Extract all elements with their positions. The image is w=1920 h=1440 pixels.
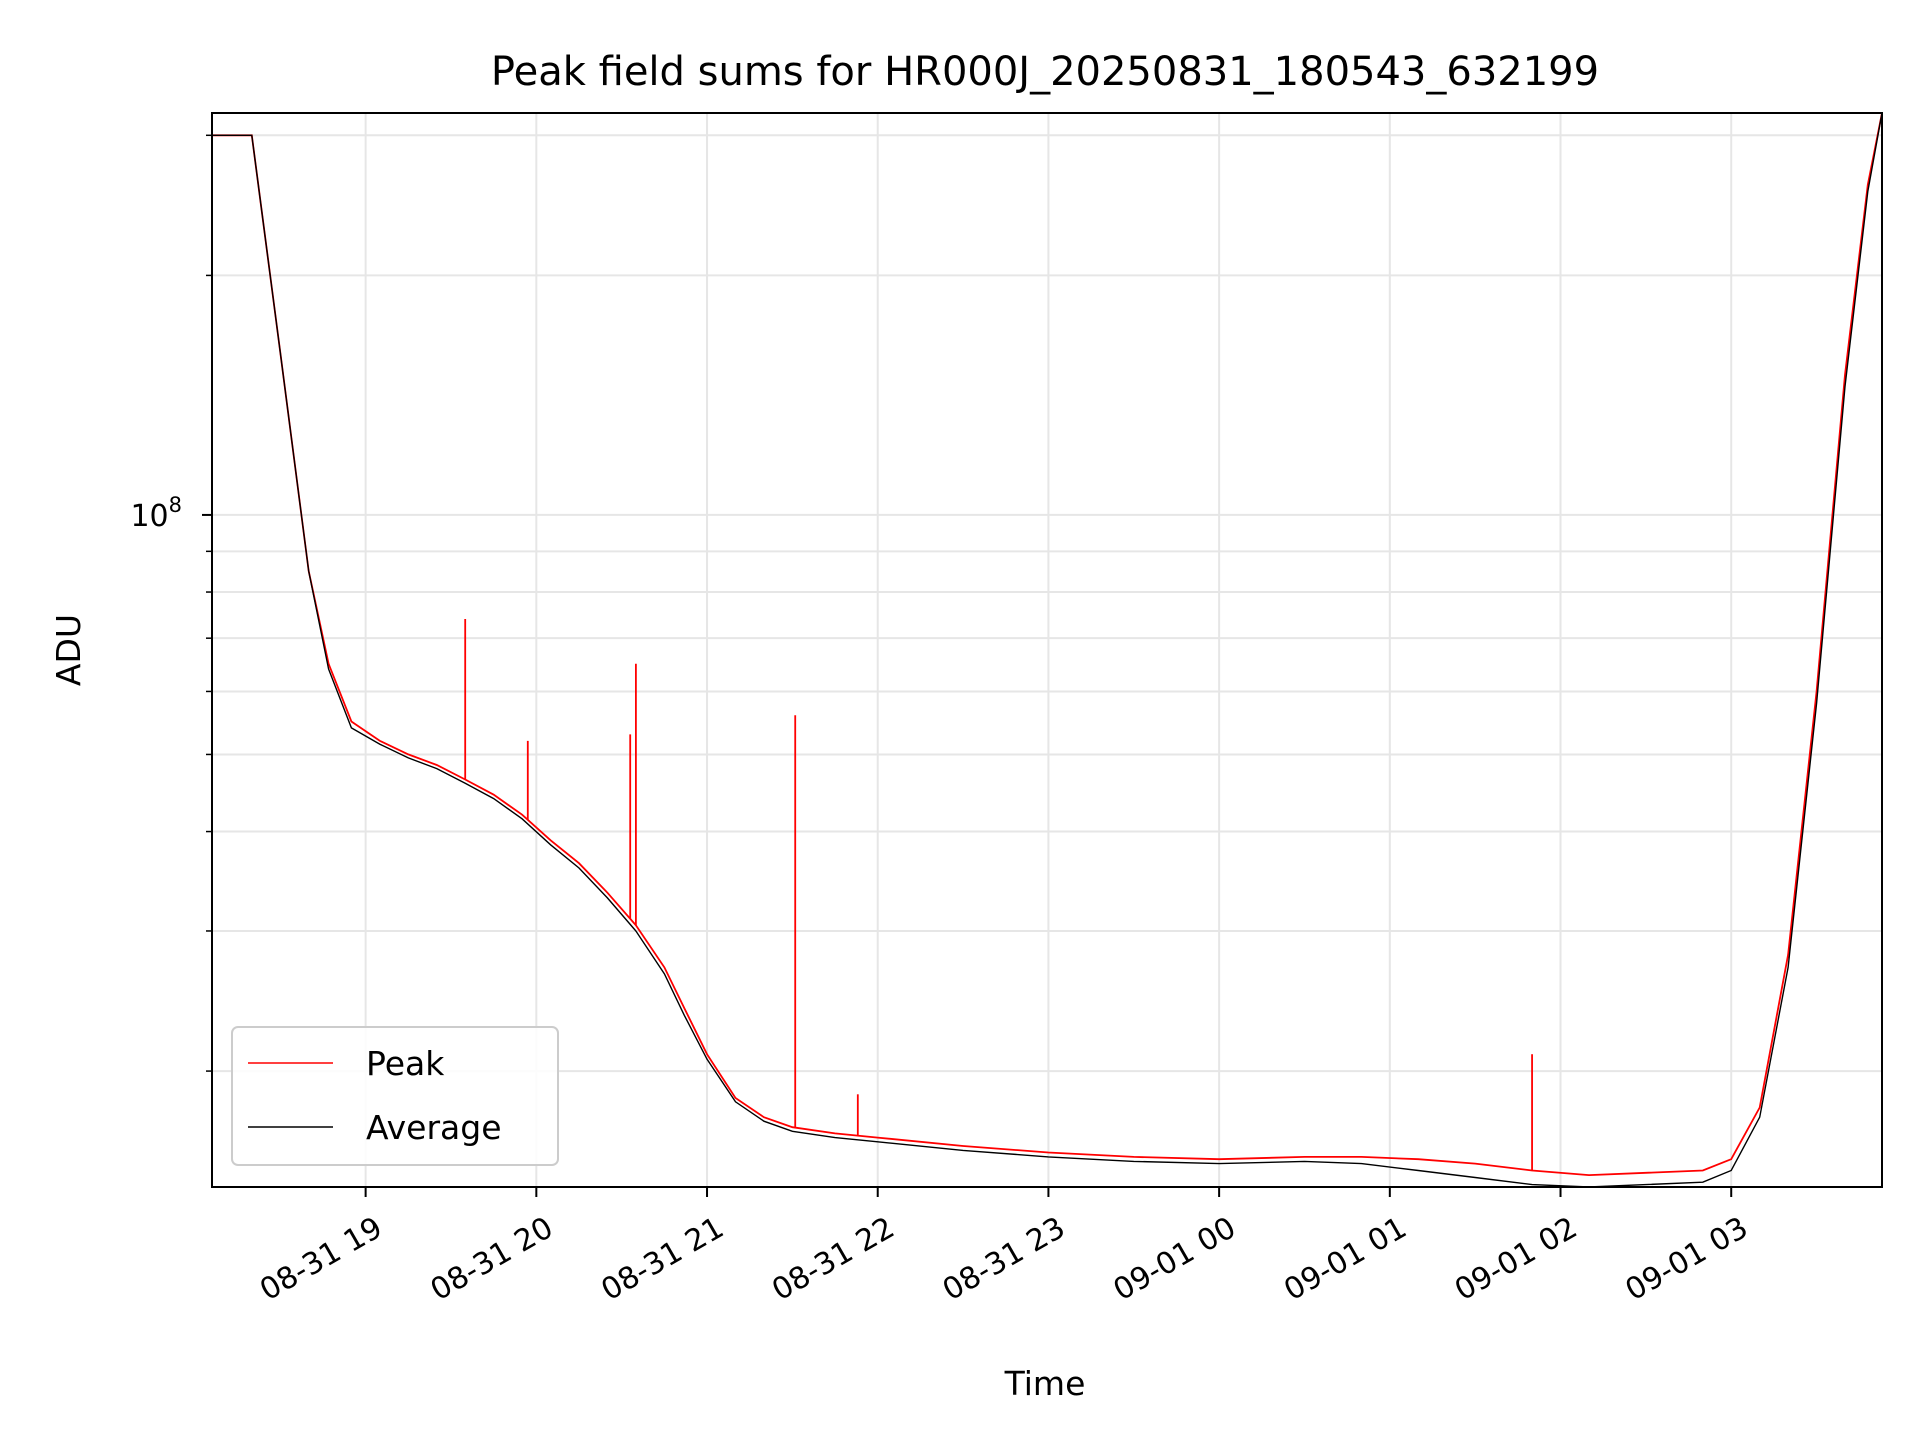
axes-frame [211, 112, 1883, 1188]
y-axis-label: ADU [49, 614, 88, 686]
y-axis: 108 [130, 134, 212, 1072]
legend-box [231, 1026, 559, 1166]
y-tick-label: 108 [130, 493, 182, 534]
legend-label-peak: Peak [366, 1044, 445, 1083]
x-axis-label: Time [1004, 1364, 1086, 1403]
legend-label-average: Average [366, 1108, 502, 1147]
grid [212, 113, 1882, 1187]
series-line-peak [212, 113, 1882, 1177]
chart-title: Peak field sums for HR000J_20250831_1805… [491, 49, 1599, 95]
plot-lines [212, 113, 1882, 1187]
series-line-average [212, 113, 1882, 1187]
legend: Peak Average [231, 1026, 559, 1166]
